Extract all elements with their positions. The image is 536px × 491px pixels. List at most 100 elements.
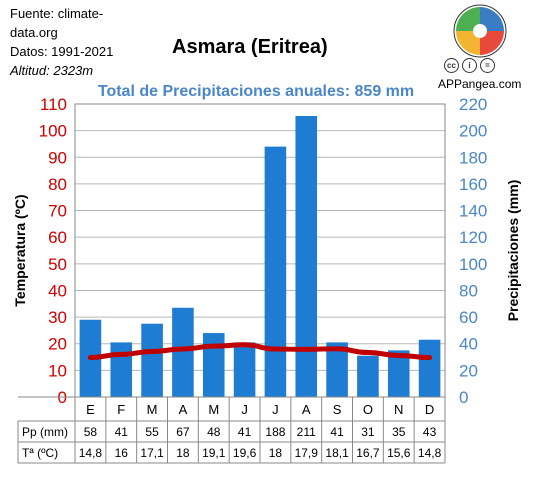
source-info: Fuente: climate- data.org Datos: 1991-20…	[10, 4, 113, 80]
temperature-point	[336, 348, 338, 350]
table-cell: 18	[176, 446, 190, 460]
left-tick-label: 10	[48, 361, 67, 380]
temperature-point	[429, 357, 431, 359]
left-tick-label: 50	[48, 255, 67, 274]
temperature-point	[244, 344, 246, 346]
temperature-point	[305, 348, 307, 350]
altitude: Altitud: 2323m	[10, 63, 94, 78]
temperature-point	[120, 353, 122, 355]
left-tick-label: 60	[48, 228, 67, 247]
left-tick-label: 80	[48, 175, 67, 194]
left-tick-label: 90	[48, 148, 67, 167]
right-tick-label: 200	[459, 122, 487, 141]
table-cell: 41	[115, 425, 129, 439]
right-tick-label: 40	[459, 335, 478, 354]
left-tick-label: 100	[39, 122, 67, 141]
table-cell: 16	[115, 446, 129, 460]
month-label: F	[117, 402, 125, 417]
precip-bar	[326, 342, 348, 397]
month-label: M	[147, 402, 158, 417]
precip-bar	[418, 339, 441, 397]
right-tick-label: 80	[459, 281, 478, 300]
table-cell: 41	[330, 425, 344, 439]
month-label: S	[333, 402, 342, 417]
right-tick-label: 220	[459, 95, 487, 114]
left-tick-label: 20	[48, 335, 67, 354]
table-cell: 55	[145, 425, 159, 439]
source-line: data.org	[10, 25, 58, 40]
table-cell: 43	[423, 425, 437, 439]
table-cell: 16,7	[356, 446, 380, 460]
table-cell: 18,1	[325, 446, 349, 460]
right-tick-label: 20	[459, 361, 478, 380]
month-label: D	[425, 402, 434, 417]
table-cell: 18	[269, 446, 283, 460]
table-cell: 14,8	[418, 446, 442, 460]
precip-bar	[295, 115, 318, 398]
precip-bar	[357, 355, 379, 397]
table-cell: 48	[207, 425, 221, 439]
temperature-point	[398, 354, 400, 356]
right-tick-label: 180	[459, 148, 487, 167]
table-cell: 67	[176, 425, 190, 439]
table-cell: 41	[238, 425, 252, 439]
temperature-point	[151, 350, 153, 352]
temperature-point	[274, 348, 276, 350]
left-tick-label: 110	[40, 95, 67, 114]
data-period: Datos: 1991-2021	[10, 44, 114, 59]
table-cell: 17,9	[295, 446, 319, 460]
month-label: J	[241, 402, 248, 417]
month-label: O	[363, 402, 373, 417]
month-label: N	[394, 402, 403, 417]
cc-icon: cc	[444, 58, 459, 73]
table-cell: 15,6	[387, 446, 411, 460]
temperature-line	[87, 342, 433, 361]
puzzle-logo-icon	[453, 4, 507, 58]
table-cell: 19,1	[202, 446, 226, 460]
right-tick-label: 0	[459, 388, 468, 407]
temperature-point	[89, 357, 91, 359]
table-cell: 211	[297, 425, 316, 439]
chart-title: Asmara (Eritrea)	[172, 36, 328, 58]
precip-bar	[387, 350, 410, 397]
license-icons: cc i =	[444, 58, 495, 73]
table-cell: 17,1	[140, 446, 164, 460]
table-cell: 188	[265, 425, 285, 439]
right-tick-label: 120	[459, 228, 487, 247]
chart-subtitle: Total de Precipitaciones anuales: 859 mm	[98, 83, 414, 100]
precip-bar	[141, 323, 163, 397]
month-label: A	[302, 402, 311, 417]
left-axis-title: Temperatura (ºC)	[12, 194, 28, 306]
right-tick-label: 140	[459, 202, 487, 221]
table-cell: 58	[84, 425, 98, 439]
precip-bar	[264, 146, 287, 397]
precip-bar	[110, 342, 133, 397]
temperature-point	[367, 352, 369, 354]
table-row-label: Pp (mm)	[22, 425, 68, 439]
no-derivatives-icon: =	[480, 58, 495, 73]
month-label: A	[179, 402, 188, 417]
left-tick-label: 40	[48, 281, 67, 300]
left-tick-label: 30	[48, 308, 67, 327]
temperature-point	[182, 348, 184, 350]
precip-bar	[172, 307, 194, 397]
attribution-icon: i	[462, 58, 477, 73]
right-tick-label: 60	[459, 308, 478, 327]
right-axis-title: Precipitaciones (mm)	[505, 180, 521, 322]
left-tick-label: 70	[48, 202, 67, 221]
table-cell: 19,6	[233, 446, 257, 460]
month-label: M	[208, 402, 219, 417]
right-tick-label: 160	[459, 175, 487, 194]
precip-bar	[233, 342, 256, 397]
month-label: E	[86, 402, 95, 417]
source-line: Fuente: climate-	[10, 6, 104, 21]
month-label: J	[272, 402, 279, 417]
brand-text: APPangea.com	[438, 77, 522, 91]
table-cell: 14,8	[79, 446, 103, 460]
temperature-point	[213, 345, 215, 347]
precip-bar	[202, 333, 225, 397]
right-tick-label: 100	[459, 255, 487, 274]
table-row-label: Tª (ºC)	[22, 446, 58, 460]
table-cell: 35	[392, 425, 406, 439]
